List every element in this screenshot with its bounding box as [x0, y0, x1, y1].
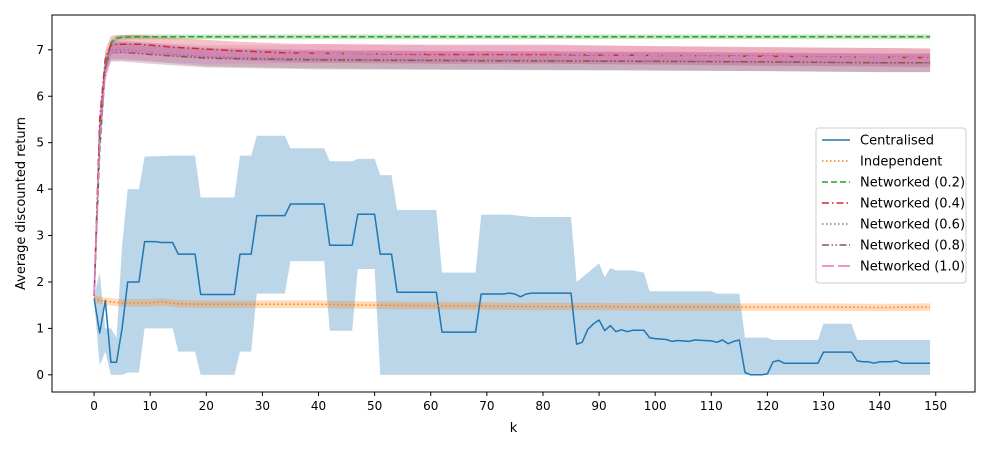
x-tick-label: 50	[367, 399, 382, 413]
legend-label-networked-0-2: Networked (0.2)	[860, 176, 965, 191]
legend-label-networked-0-6: Networked (0.6)	[860, 218, 965, 233]
legend-label-networked-0-8: Networked (0.8)	[860, 239, 965, 254]
x-tick-label: 70	[479, 399, 494, 413]
y-tick-label: 7	[36, 43, 44, 57]
x-tick-label: 20	[199, 399, 214, 413]
legend-label-independent: Independent	[860, 155, 942, 170]
independent-line	[93, 297, 931, 309]
y-axis-ticks: 0 1 2 3 4 5 6 7	[36, 43, 52, 382]
legend-label-centralised: Centralised	[860, 134, 934, 149]
y-tick-label: 6	[36, 89, 44, 103]
x-axis-label: k	[510, 421, 518, 436]
y-tick-label: 2	[36, 275, 44, 289]
legend: Centralised Independent Networked (0.2) Net…	[815, 127, 967, 284]
centralised-band	[94, 135, 931, 375]
networked-0-8-band	[94, 42, 931, 306]
x-tick-label: 90	[591, 399, 606, 413]
legend-label-networked-1-0: Networked (1.0)	[860, 260, 965, 275]
plot-frame	[51, 14, 976, 393]
x-tick-label: 110	[700, 399, 723, 413]
y-tick-label: 3	[36, 229, 44, 243]
y-tick-label: 1	[36, 321, 44, 335]
y-axis-label: Average discounted return	[14, 117, 29, 290]
y-tick-label: 4	[36, 182, 44, 196]
centralised-line	[93, 203, 931, 376]
legend-box	[815, 127, 967, 284]
y-tick-label: 0	[36, 368, 44, 382]
networked-1-0-line	[93, 50, 931, 296]
networked-0-6-band	[94, 40, 931, 306]
networked-0-8-line	[93, 51, 931, 296]
x-tick-label: 30	[255, 399, 270, 413]
series-lines	[93, 36, 931, 376]
x-tick-label: 40	[311, 399, 326, 413]
x-tick-label: 130	[812, 399, 835, 413]
x-tick-label: 150	[924, 399, 947, 413]
x-tick-label: 100	[644, 399, 667, 413]
legend-label-networked-0-4: Networked (0.4)	[860, 197, 965, 212]
y-tick-label: 5	[36, 136, 44, 150]
x-tick-label: 80	[535, 399, 550, 413]
x-tick-label: 0	[90, 399, 98, 413]
x-tick-label: 120	[756, 399, 779, 413]
x-axis-ticks: 0 10 20 30 40 50 60 70 80 90 100 110 120 130 140 150	[90, 392, 947, 413]
x-tick-label: 60	[423, 399, 438, 413]
confidence-bands	[94, 34, 931, 375]
x-tick-label: 140	[868, 399, 891, 413]
x-tick-label: 10	[143, 399, 158, 413]
independent-band	[94, 294, 931, 312]
